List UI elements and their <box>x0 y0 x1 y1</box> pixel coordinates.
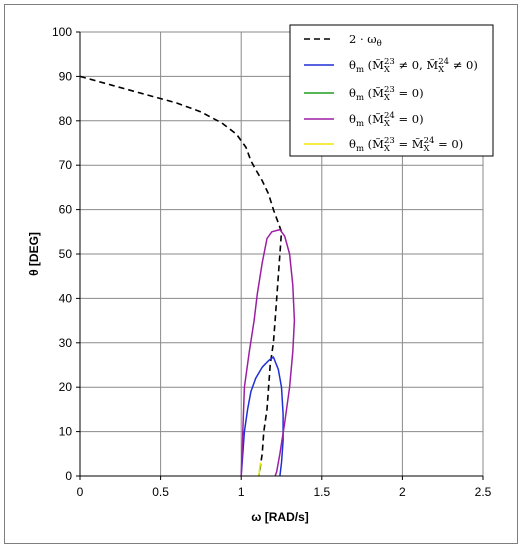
axis-layer: 0 10 20 30 40 50 60 70 80 90 100 0 0.5 1 1.5 2 2.5 <box>52 25 492 499</box>
legend: 2 · ωθ θm (M̃X23 ≠ 0, M̃X24 ≠ 0) θm (M̃X… <box>289 24 494 157</box>
legend-label-4: θm (M̃X23 = M̃X24 = 0) <box>349 136 463 154</box>
y-tick-label: 90 <box>59 69 73 83</box>
legend-label-3: θm (M̃X24 = 0) <box>349 111 424 129</box>
series-line-3 <box>240 228 296 477</box>
series-layer <box>79 75 296 477</box>
y-tick-label: 80 <box>59 114 73 128</box>
legend-label-2: θm (M̃X23 = 0) <box>349 85 424 103</box>
y-tick-label: 50 <box>59 247 73 261</box>
y-axis-title: θ [DEG] <box>27 232 41 276</box>
legend-label-1: θm (M̃X23 ≠ 0, M̃X24 ≠ 0) <box>349 57 478 75</box>
y-tick-label: 70 <box>59 158 73 172</box>
y-tick-label: 0 <box>65 469 72 483</box>
y-tick-label: 10 <box>59 425 73 439</box>
y-tick-label: 60 <box>59 203 73 217</box>
y-tick-label: 40 <box>59 291 73 305</box>
x-axis-title: ω [RAD/s] <box>251 510 308 524</box>
y-tick-label: 30 <box>59 336 73 350</box>
y-tick-label: 20 <box>59 380 73 394</box>
x-tick-label: 1.5 <box>313 485 330 499</box>
series-line-4 <box>258 462 262 477</box>
legend-box <box>289 24 494 157</box>
series-line-0 <box>79 75 283 477</box>
x-tick-label: 2 <box>399 485 406 499</box>
x-tick-label: 1 <box>238 485 245 499</box>
x-tick-label: 0 <box>77 485 84 499</box>
legend-label-0: 2 · ωθ <box>349 32 382 49</box>
y-tick-label: 100 <box>52 25 72 39</box>
x-tick-label: 0.5 <box>152 485 169 499</box>
x-tick-label: 2.5 <box>475 485 492 499</box>
